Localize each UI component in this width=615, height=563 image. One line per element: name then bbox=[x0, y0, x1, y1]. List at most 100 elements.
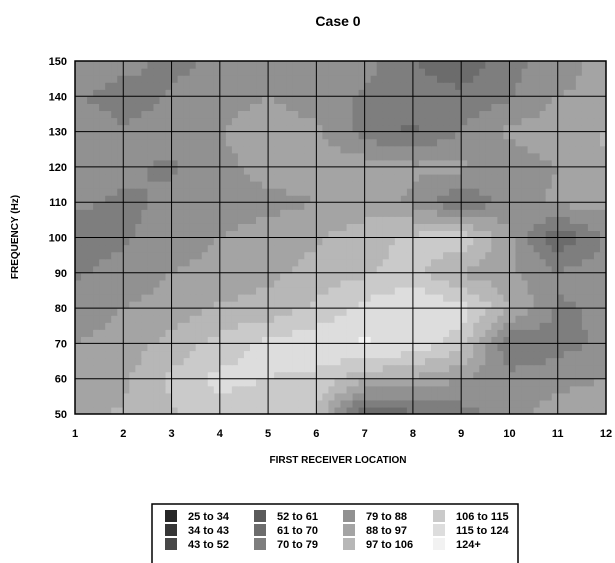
heatmap-cell bbox=[587, 322, 595, 330]
heatmap-cell bbox=[328, 223, 336, 232]
heatmap-cell bbox=[382, 237, 390, 246]
heatmap-cell bbox=[527, 286, 535, 295]
heatmap-cell bbox=[231, 181, 239, 189]
heatmap-cell bbox=[551, 61, 559, 69]
heatmap-cell bbox=[437, 195, 444, 203]
heatmap-cell bbox=[274, 166, 281, 175]
heatmap-cell bbox=[449, 230, 456, 239]
heatmap-cell bbox=[485, 406, 492, 414]
heatmap-cell bbox=[231, 117, 239, 126]
heatmap-cell bbox=[352, 145, 360, 154]
heatmap-cell bbox=[207, 89, 215, 97]
heatmap-cell bbox=[358, 202, 366, 210]
heatmap-cell bbox=[280, 188, 287, 196]
heatmap-cell bbox=[177, 244, 185, 253]
heatmap-cell bbox=[455, 350, 462, 359]
heatmap-cell bbox=[479, 145, 486, 154]
heatmap-cell bbox=[328, 336, 336, 344]
heatmap-cell bbox=[201, 166, 209, 175]
heatmap-cell bbox=[449, 223, 456, 232]
heatmap-cell bbox=[575, 61, 583, 69]
heatmap-cell bbox=[286, 223, 293, 232]
heatmap-cell bbox=[147, 322, 155, 330]
heatmap-cell bbox=[177, 385, 185, 394]
heatmap-cell bbox=[346, 350, 354, 359]
heatmap-cell bbox=[286, 138, 293, 147]
heatmap-cell bbox=[111, 152, 118, 161]
heatmap-cell bbox=[358, 117, 366, 126]
heatmap-cell bbox=[322, 89, 330, 97]
heatmap-cell bbox=[449, 110, 456, 119]
heatmap-cell bbox=[328, 392, 336, 401]
heatmap-cell bbox=[237, 378, 245, 387]
heatmap-cell bbox=[165, 96, 173, 104]
heatmap-cell bbox=[99, 159, 106, 168]
heatmap-cell bbox=[491, 230, 498, 239]
heatmap-cell bbox=[352, 181, 360, 189]
heatmap-cell bbox=[424, 251, 432, 260]
heatmap-cell bbox=[129, 195, 136, 203]
heatmap-cell bbox=[256, 286, 263, 295]
heatmap-cell bbox=[165, 103, 173, 112]
heatmap-cell bbox=[268, 166, 275, 175]
heatmap-cell bbox=[147, 385, 155, 394]
heatmap-cell bbox=[189, 173, 197, 182]
heatmap-cell bbox=[322, 96, 330, 104]
heatmap-cell bbox=[177, 75, 185, 83]
heatmap-cell bbox=[485, 272, 492, 281]
heatmap-cell bbox=[256, 293, 263, 302]
heatmap-cell bbox=[467, 152, 474, 161]
heatmap-cell bbox=[328, 96, 336, 104]
heatmap-cell bbox=[328, 286, 336, 295]
heatmap-cell bbox=[503, 138, 511, 147]
heatmap-cell bbox=[479, 110, 486, 119]
heatmap-cell bbox=[334, 166, 342, 175]
heatmap-cell bbox=[219, 336, 227, 344]
heatmap-cell bbox=[533, 406, 541, 414]
heatmap-cell bbox=[177, 406, 185, 414]
heatmap-cell bbox=[286, 308, 293, 316]
heatmap-cell bbox=[123, 145, 130, 154]
heatmap-cell bbox=[575, 230, 583, 239]
heatmap-cell bbox=[394, 75, 402, 83]
heatmap-cell bbox=[292, 75, 299, 83]
heatmap-cell bbox=[497, 188, 505, 196]
heatmap-cell bbox=[412, 188, 420, 196]
heatmap-cell bbox=[479, 166, 486, 175]
heatmap-cell bbox=[99, 392, 106, 401]
heatmap-cell bbox=[461, 392, 468, 401]
heatmap-cell bbox=[195, 173, 203, 182]
heatmap-cell bbox=[479, 251, 486, 260]
heatmap-cell bbox=[575, 308, 583, 316]
x-tick-label: 7 bbox=[362, 428, 368, 440]
heatmap-cell bbox=[418, 181, 426, 189]
heatmap-cell bbox=[382, 378, 390, 387]
heatmap-cell bbox=[286, 350, 293, 359]
heatmap-cell bbox=[195, 258, 203, 267]
heatmap-cell bbox=[340, 75, 348, 83]
heatmap-cell bbox=[370, 188, 378, 196]
heatmap-cell bbox=[105, 82, 112, 90]
heatmap-cell bbox=[412, 96, 420, 104]
heatmap-cell bbox=[129, 385, 136, 394]
heatmap-cell bbox=[243, 336, 251, 344]
heatmap-cell bbox=[497, 195, 505, 203]
heatmap-cell bbox=[99, 75, 106, 83]
heatmap-cell bbox=[437, 103, 444, 112]
heatmap-cell bbox=[93, 117, 100, 126]
heatmap-cell bbox=[491, 124, 498, 133]
heatmap-cell bbox=[147, 117, 155, 126]
heatmap-cell bbox=[545, 322, 553, 330]
heatmap-cell bbox=[81, 293, 88, 302]
heatmap-cell bbox=[75, 315, 82, 323]
heatmap-cell bbox=[207, 166, 215, 175]
heatmap-cell bbox=[376, 392, 384, 401]
heatmap-cell bbox=[581, 173, 589, 182]
heatmap-cell bbox=[141, 392, 149, 401]
heatmap-cell bbox=[437, 75, 444, 83]
heatmap-cell bbox=[412, 131, 420, 140]
y-tick-label: 70 bbox=[55, 338, 67, 350]
heatmap-cell bbox=[298, 152, 305, 161]
heatmap-cell bbox=[280, 329, 287, 337]
heatmap-cell bbox=[400, 244, 408, 253]
